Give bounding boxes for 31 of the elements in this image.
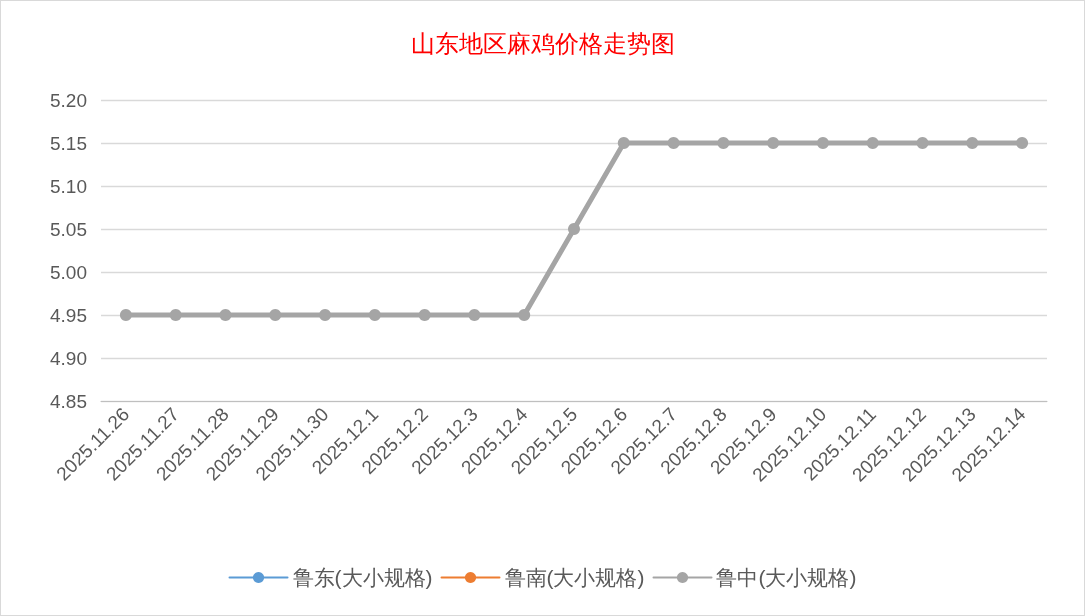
point <box>916 137 929 149</box>
point <box>219 309 232 321</box>
legend-label: 鲁中(大小规格) <box>716 566 857 589</box>
legend-label: 鲁南(大小规格) <box>504 566 645 589</box>
y-tick-label: 5.00 <box>50 261 87 283</box>
point <box>119 309 132 321</box>
y-tick-label: 5.10 <box>50 175 87 197</box>
point <box>966 137 979 149</box>
y-tick-label: 4.95 <box>50 304 87 326</box>
point <box>518 309 531 321</box>
point <box>866 137 879 149</box>
point <box>717 137 730 149</box>
chart-title: 山东地区麻鸡价格走势图 <box>410 31 675 57</box>
point <box>169 309 182 321</box>
y-tick-label: 4.90 <box>50 347 87 369</box>
point <box>368 309 381 321</box>
point <box>468 309 481 321</box>
y-tick-label: 5.05 <box>50 218 87 240</box>
point <box>269 309 282 321</box>
point <box>617 137 630 149</box>
point <box>816 137 829 149</box>
point <box>667 137 680 149</box>
legend-label: 鲁东(大小规格) <box>292 566 433 589</box>
point <box>767 137 780 149</box>
y-tick-label: 4.85 <box>50 390 87 412</box>
point <box>418 309 431 321</box>
point <box>568 223 580 235</box>
point <box>319 309 332 321</box>
point <box>1016 137 1029 149</box>
y-tick-label: 5.20 <box>50 89 87 111</box>
y-tick-label: 5.15 <box>50 132 87 154</box>
